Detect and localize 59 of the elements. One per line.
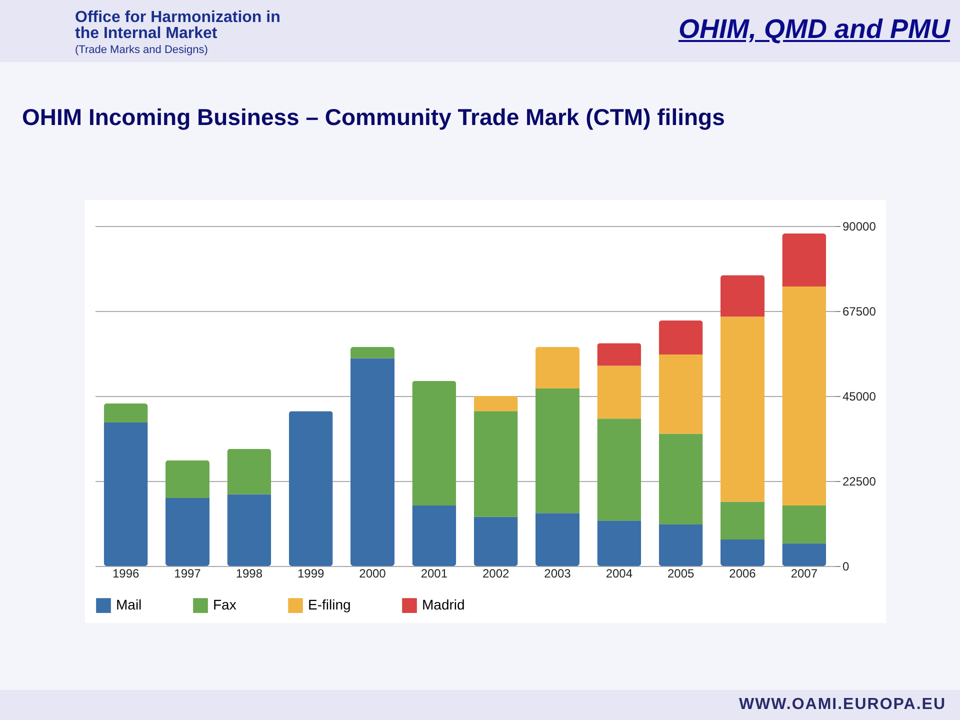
legend-label: Fax	[213, 596, 236, 613]
text: Office for Harmonization in the Internal Market	[75, 9, 282, 42]
legend-label: E-filing	[308, 596, 351, 613]
bar	[104, 404, 148, 422]
bar	[474, 396, 518, 412]
bar	[536, 388, 580, 514]
bar	[597, 418, 642, 521]
bar	[536, 346, 580, 388]
bar	[658, 354, 703, 434]
x-tick-label: 2002	[482, 566, 510, 580]
bar	[597, 520, 642, 566]
y-tick-label: 0	[842, 560, 850, 574]
x-tick-label: 2001	[420, 566, 448, 580]
bar	[658, 320, 703, 354]
text: (Trade Marks and Designs)	[75, 44, 208, 56]
legend-label: Mail	[116, 596, 142, 613]
legend-label: Madrid	[422, 596, 465, 613]
chart-title: OHIM Incoming Business – Community Trade Mark (CTM) filings	[22, 104, 725, 131]
x-tick-label: 1997	[174, 566, 202, 580]
x-tick-label: 2004	[606, 566, 633, 580]
y-tick-label: 22500	[842, 474, 876, 488]
bar	[658, 434, 703, 524]
bar	[474, 516, 518, 566]
x-tick-label: 2006	[729, 566, 756, 580]
bar	[350, 358, 394, 566]
bar	[350, 346, 394, 358]
bar	[536, 513, 580, 566]
x-tick-label: 2005	[667, 566, 695, 580]
bar	[104, 422, 148, 566]
bar	[782, 543, 826, 566]
bar	[720, 502, 764, 540]
x-tick-label: 1998	[236, 566, 263, 580]
bar	[474, 411, 518, 517]
x-tick-label: 1999	[297, 566, 325, 580]
bar	[720, 316, 764, 502]
bar	[227, 494, 272, 566]
y-tick-label: 67500	[842, 304, 876, 318]
bar	[166, 498, 210, 566]
bar	[597, 343, 642, 366]
bar	[597, 366, 642, 419]
x-tick-label: 2000	[359, 566, 386, 580]
bar	[412, 506, 456, 566]
bar	[782, 506, 826, 544]
x-tick-label: 2003	[544, 566, 572, 580]
y-tick-label: 90000	[842, 220, 876, 234]
bar	[412, 380, 456, 506]
text: WWW.OAMI.EUROPA.EU	[738, 696, 946, 714]
bar	[782, 286, 826, 506]
bar	[720, 540, 764, 566]
y-tick-label: 45000	[842, 390, 876, 404]
bar	[227, 448, 272, 494]
bar	[720, 275, 764, 317]
bar	[288, 411, 333, 566]
x-tick-label: 1996	[112, 566, 140, 580]
bar	[166, 460, 210, 498]
bar	[782, 234, 826, 286]
x-tick-label: 2007	[790, 566, 818, 580]
bar	[658, 524, 703, 566]
text: OHIM, QMD and PMU	[678, 14, 950, 45]
